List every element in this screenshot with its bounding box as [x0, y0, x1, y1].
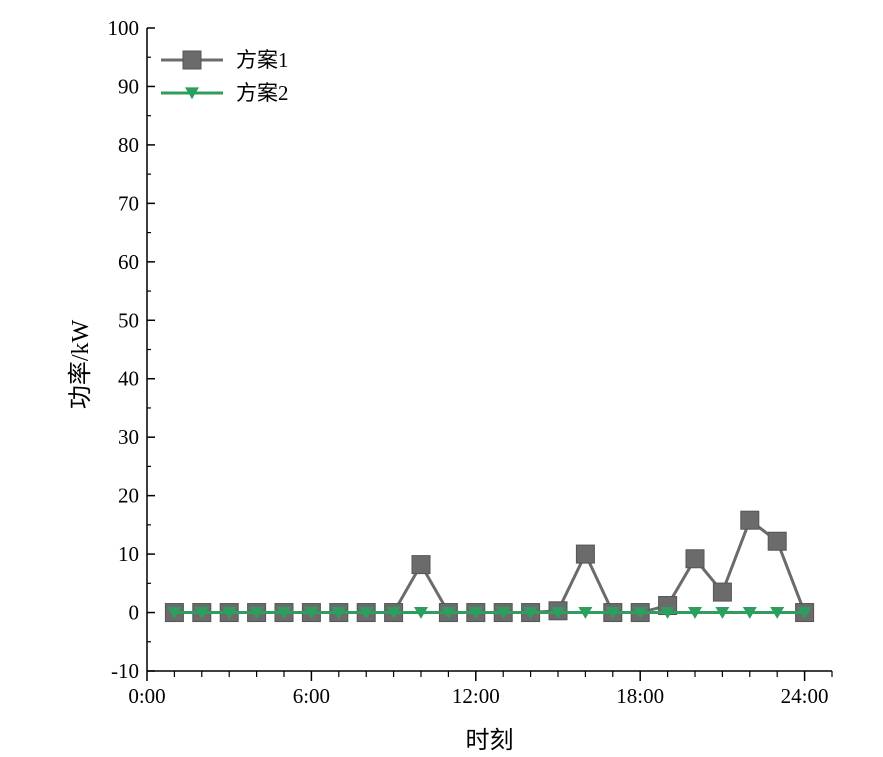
data-point-triangle: [742, 606, 757, 619]
axes: -10 0 10 20 30 40 50 60 70 80 90 100 0:00 6:00 12:00 18…: [108, 16, 833, 708]
data-point-square: [712, 582, 732, 602]
y-tick-label: 100: [108, 16, 140, 40]
data-point-triangle: [605, 606, 620, 619]
y-tick-label: 60: [118, 250, 139, 274]
data-point-triangle: [167, 606, 182, 619]
y-tick-label: 0: [129, 601, 140, 625]
x-tick-label: 6:00: [293, 684, 330, 708]
data-point-triangle: [688, 606, 702, 619]
data-point-triangle: [660, 606, 675, 619]
series-layer: [164, 510, 815, 623]
data-point-triangle: [633, 606, 648, 619]
y-tick-label: 30: [118, 425, 139, 449]
y-tick-label: 90: [118, 74, 139, 98]
series-2: [167, 606, 812, 619]
y-tick-label: 80: [118, 133, 139, 157]
data-point-triangle: [715, 606, 730, 619]
data-point-triangle: [578, 606, 593, 619]
y-tick-label: -10: [111, 659, 139, 683]
data-point-square: [411, 555, 431, 575]
y-tick-label: 10: [118, 542, 139, 566]
data-point-triangle: [441, 606, 456, 619]
x-tick-label: 18:00: [616, 684, 664, 708]
y-axis-title: 功率/kW: [67, 319, 94, 409]
x-tick-label: 12:00: [452, 684, 500, 708]
legend-label: 方案2: [236, 81, 289, 105]
y-tick-label: 70: [118, 191, 139, 215]
series-1: [164, 510, 815, 623]
data-point-triangle: [468, 606, 483, 619]
legend-item-1: 方案1: [161, 48, 289, 72]
legend-label: 方案1: [236, 48, 289, 72]
data-point-triangle: [359, 606, 374, 619]
legend-item-2: 方案2: [161, 81, 289, 105]
data-point-square: [182, 50, 202, 70]
y-tick-label: 50: [118, 308, 139, 332]
x-axis-title: 时刻: [466, 727, 514, 754]
data-point-triangle: [523, 606, 538, 619]
data-point-square: [685, 549, 705, 569]
data-point-triangle: [194, 606, 209, 619]
data-point-square: [740, 510, 760, 530]
y-tick-label: 40: [118, 367, 139, 391]
data-point-triangle: [222, 606, 237, 619]
data-point-triangle: [770, 606, 785, 619]
data-point-triangle: [386, 606, 401, 619]
data-point-triangle: [797, 606, 812, 619]
data-point-triangle: [331, 606, 346, 619]
data-point-square: [767, 531, 787, 551]
x-tick-label: 24:00: [781, 684, 829, 708]
data-point-triangle: [414, 606, 428, 619]
data-point-triangle: [185, 87, 199, 100]
data-point-square: [575, 544, 595, 564]
data-point-triangle: [249, 606, 264, 619]
x-tick-label: 0:00: [128, 684, 165, 708]
series-line: [174, 517, 807, 615]
data-point-triangle: [277, 606, 291, 619]
data-point-triangle: [304, 606, 319, 619]
data-point-triangle: [496, 606, 511, 619]
data-point-triangle: [551, 606, 565, 619]
y-tick-label: 20: [118, 484, 139, 508]
